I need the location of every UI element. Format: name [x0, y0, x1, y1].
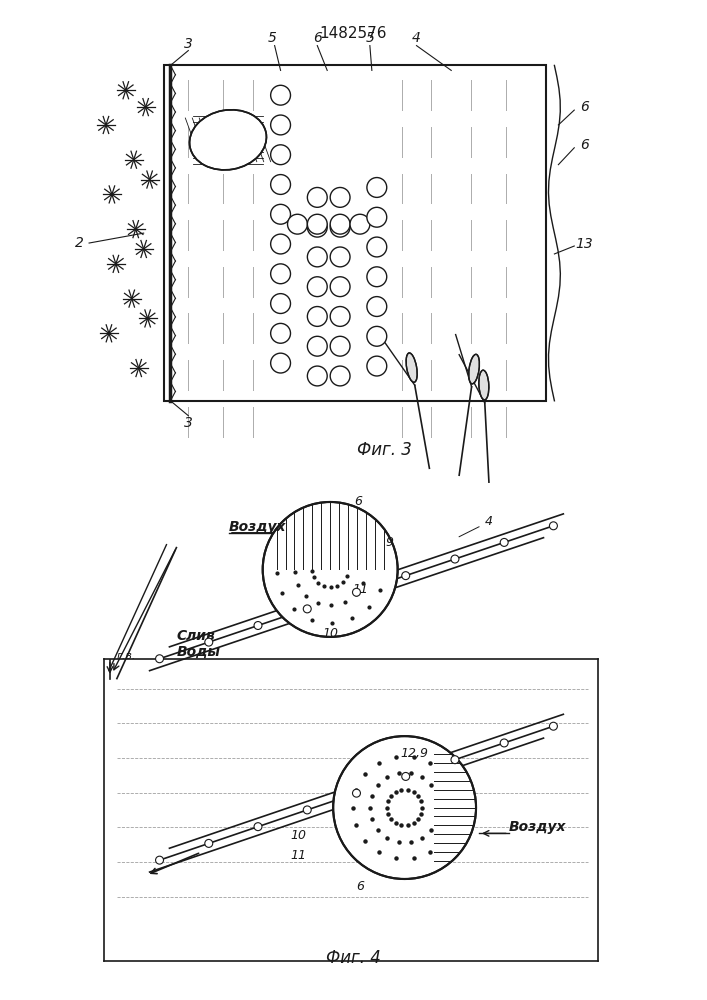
Text: 3: 3 — [184, 416, 193, 430]
Circle shape — [308, 217, 327, 237]
Circle shape — [330, 336, 350, 356]
Circle shape — [156, 856, 163, 864]
Circle shape — [353, 588, 361, 596]
Circle shape — [308, 336, 327, 356]
Text: 10: 10 — [291, 829, 306, 842]
Circle shape — [367, 326, 387, 346]
Ellipse shape — [479, 370, 489, 400]
Text: 2: 2 — [75, 236, 83, 250]
Circle shape — [367, 237, 387, 257]
Circle shape — [367, 207, 387, 227]
Circle shape — [308, 214, 327, 234]
Text: 9: 9 — [386, 536, 394, 549]
Text: 12,9: 12,9 — [401, 747, 428, 760]
Circle shape — [330, 366, 350, 386]
Circle shape — [367, 178, 387, 197]
Text: 11: 11 — [291, 849, 306, 862]
Circle shape — [271, 145, 291, 165]
Circle shape — [330, 307, 350, 326]
Circle shape — [330, 217, 350, 237]
Text: Слив
Воды: Слив Воды — [177, 629, 221, 659]
Circle shape — [288, 214, 308, 234]
Circle shape — [271, 115, 291, 135]
Text: Фиг. 3: Фиг. 3 — [357, 441, 412, 459]
Circle shape — [308, 366, 327, 386]
Circle shape — [308, 277, 327, 297]
Circle shape — [156, 655, 163, 663]
Circle shape — [402, 572, 409, 580]
Text: 6: 6 — [313, 31, 322, 45]
Text: 1482576: 1482576 — [320, 26, 387, 41]
Text: 11: 11 — [352, 583, 368, 596]
Circle shape — [263, 502, 397, 637]
Text: Фиг. 4: Фиг. 4 — [325, 949, 380, 967]
Circle shape — [402, 772, 409, 780]
Circle shape — [501, 538, 508, 546]
Circle shape — [308, 187, 327, 207]
Text: г.в.: г.в. — [117, 651, 136, 661]
Circle shape — [271, 204, 291, 224]
Circle shape — [451, 555, 459, 563]
Text: 5: 5 — [268, 31, 277, 45]
Circle shape — [333, 736, 476, 879]
Text: 4: 4 — [485, 515, 493, 528]
Circle shape — [303, 605, 311, 613]
Circle shape — [303, 806, 311, 814]
Circle shape — [271, 294, 291, 313]
Bar — [163, 65, 547, 401]
Circle shape — [549, 522, 557, 530]
Text: 6: 6 — [356, 880, 364, 893]
Circle shape — [205, 839, 213, 847]
Circle shape — [501, 739, 508, 747]
Circle shape — [308, 307, 327, 326]
Text: 6: 6 — [354, 495, 362, 508]
Circle shape — [330, 187, 350, 207]
Circle shape — [271, 323, 291, 343]
Circle shape — [330, 247, 350, 267]
Circle shape — [271, 353, 291, 373]
Circle shape — [271, 234, 291, 254]
Circle shape — [205, 638, 213, 646]
Circle shape — [254, 622, 262, 629]
Circle shape — [451, 756, 459, 764]
Text: Воздух: Воздух — [229, 520, 286, 534]
Circle shape — [271, 264, 291, 284]
Circle shape — [367, 297, 387, 316]
Text: 5: 5 — [366, 31, 374, 45]
Circle shape — [308, 247, 327, 267]
Text: Воздух: Воздух — [509, 820, 566, 834]
Ellipse shape — [469, 354, 479, 384]
Text: 13: 13 — [575, 237, 593, 251]
Text: 6: 6 — [580, 138, 589, 152]
Text: 3: 3 — [184, 37, 193, 51]
Circle shape — [271, 85, 291, 105]
Circle shape — [367, 267, 387, 287]
Text: 6: 6 — [580, 100, 589, 114]
Text: 10: 10 — [322, 627, 338, 640]
Circle shape — [549, 722, 557, 730]
Ellipse shape — [189, 110, 267, 170]
Circle shape — [353, 789, 361, 797]
Text: 4: 4 — [412, 31, 421, 45]
Circle shape — [271, 175, 291, 194]
Circle shape — [350, 214, 370, 234]
Circle shape — [330, 277, 350, 297]
Circle shape — [367, 356, 387, 376]
Circle shape — [330, 214, 350, 234]
Circle shape — [254, 823, 262, 831]
Ellipse shape — [406, 353, 417, 382]
